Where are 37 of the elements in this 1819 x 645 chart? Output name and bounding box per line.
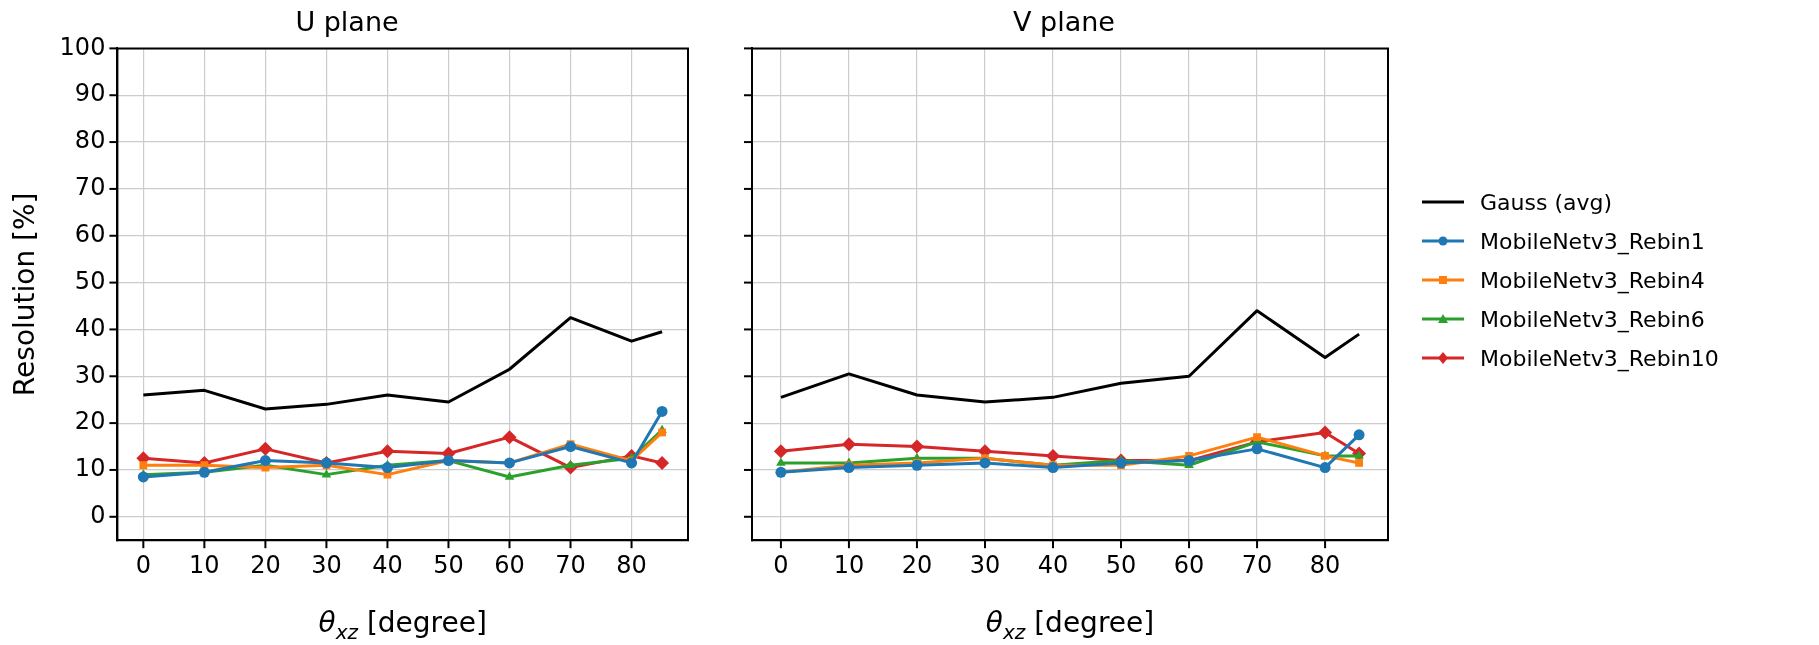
legend-label: MobileNetv3_Rebin4 <box>1480 267 1705 293</box>
x-tick-label: 70 <box>1241 550 1273 579</box>
x-tick-label: 20 <box>901 550 933 579</box>
chart-title: U plane <box>295 6 399 38</box>
y-tick-label: 70 <box>74 173 106 202</box>
legend-label: MobileNetv3_Rebin1 <box>1480 228 1705 254</box>
y-tick-label: 90 <box>74 79 106 108</box>
y-tick-label: 30 <box>74 360 106 389</box>
legend-label: MobileNetv3_Rebin6 <box>1480 306 1705 332</box>
y-tick-label: 100 <box>59 32 106 61</box>
x-tick-label: 50 <box>433 550 464 579</box>
y-tick-label: 10 <box>74 454 106 483</box>
legend-label: MobileNetv3_Rebin10 <box>1480 345 1719 371</box>
y-tick-label: 50 <box>74 266 106 295</box>
x-tick-label: 10 <box>189 550 220 579</box>
x-tick-label: 60 <box>494 550 525 579</box>
x-tick-label: 60 <box>1173 550 1205 579</box>
chart-title: V plane <box>1013 6 1115 38</box>
x-tick-label: 0 <box>773 550 789 579</box>
x-tick-label: 0 <box>135 550 151 579</box>
x-tick-label: 30 <box>969 550 1001 579</box>
x-tick-label: 80 <box>616 550 647 579</box>
y-tick-label: 40 <box>74 313 106 342</box>
x-tick-label: 70 <box>555 550 586 579</box>
x-tick-label: 10 <box>833 550 865 579</box>
x-tick-label: 40 <box>372 550 403 579</box>
y-tick-label: 0 <box>90 501 106 530</box>
legend-label: Gauss (avg) <box>1480 189 1613 215</box>
x-tick-label: 20 <box>250 550 281 579</box>
y-tick-label: 60 <box>74 219 106 248</box>
x-tick-label: 30 <box>311 550 342 579</box>
y-axis-title: Resolution [%] <box>8 192 42 397</box>
x-tick-label: 50 <box>1105 550 1137 579</box>
y-tick-label: 20 <box>74 407 106 436</box>
y-tick-label: 80 <box>74 126 106 155</box>
x-tick-label: 40 <box>1037 550 1069 579</box>
x-tick-label: 80 <box>1309 550 1341 579</box>
